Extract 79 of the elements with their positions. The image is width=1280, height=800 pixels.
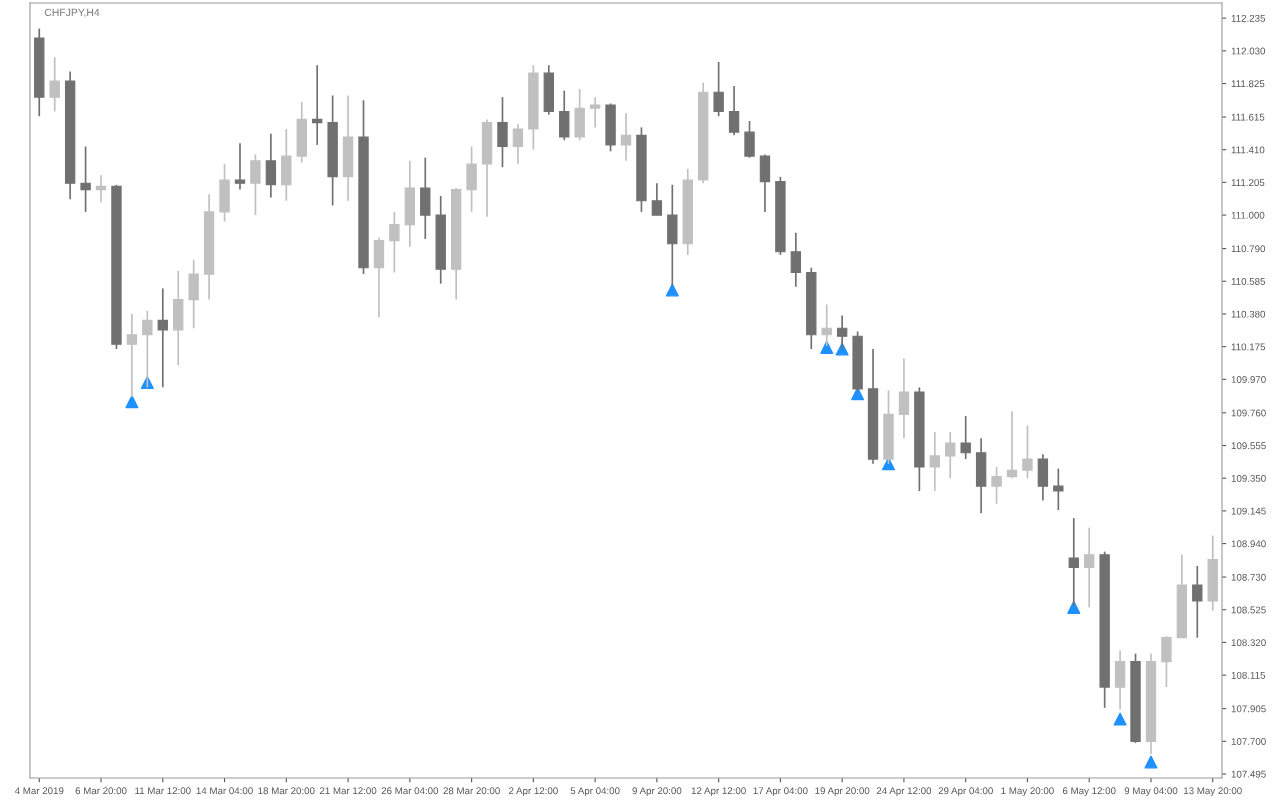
y-tick-label: 112.030 — [1231, 47, 1266, 55]
x-tick-label: 19 Apr 20:00 — [815, 787, 870, 797]
candlestick — [142, 309, 153, 389]
y-tick-label: 111.615 — [1231, 113, 1265, 121]
candlestick — [250, 153, 261, 216]
candlestick — [512, 123, 524, 165]
candlestick — [1192, 565, 1203, 639]
candlestick — [389, 211, 400, 274]
chart-title: CHFJPY,H4 — [44, 8, 100, 18]
y-tick-label: 108.730 — [1231, 573, 1266, 581]
x-tick-label: 13 May 20:00 — [1184, 787, 1242, 797]
candlestick — [80, 145, 91, 213]
candlestick — [265, 132, 277, 199]
candlestick — [497, 96, 508, 169]
y-tick-label: 107.700 — [1231, 738, 1266, 745]
x-tick-label: 28 Mar 20:00 — [443, 787, 500, 795]
candlestick — [1022, 424, 1033, 480]
x-tick-label: 24 Apr 12:00 — [876, 787, 932, 797]
x-tick-label: 11 Mar 12:00 — [135, 787, 191, 795]
x-tick-label: 4 Mar 2019 — [14, 787, 64, 795]
x-tick-label: 6 May 12:00 — [1062, 787, 1116, 797]
x-tick-label: 21 Mar 12:00 — [319, 787, 377, 795]
point — [125, 395, 139, 409]
candlestick — [589, 96, 601, 129]
y-tick-label: 110.790 — [1231, 245, 1266, 253]
candlestick — [945, 431, 956, 480]
x-tick-label: 2 Apr 12:00 — [508, 787, 558, 797]
y-tick-label: 109.760 — [1231, 409, 1266, 417]
y-tick-label: 108.525 — [1231, 606, 1266, 614]
point — [1113, 712, 1127, 726]
y-tick-label: 108.115 — [1231, 671, 1266, 679]
y-tick-label: 109.555 — [1231, 442, 1266, 450]
y-tick-label: 109.350 — [1231, 474, 1266, 482]
x-tick-label: 1 May 20:00 — [1001, 787, 1054, 797]
candlestick — [744, 120, 755, 159]
candlestick — [991, 466, 1002, 505]
y-tick-label: 111.205 — [1231, 179, 1265, 187]
x-tick-label: 5 Apr 04:00 — [570, 787, 620, 797]
candlestick — [1084, 526, 1095, 609]
point — [665, 283, 679, 297]
point — [1144, 755, 1158, 769]
candlestick — [1006, 410, 1018, 480]
x-tick-label: 26 Mar 04:00 — [381, 787, 439, 795]
y-tick-label: 110.380 — [1231, 310, 1266, 318]
y-tick-label: 108.320 — [1231, 639, 1266, 647]
y-tick-label: 110.175 — [1231, 343, 1266, 351]
x-tick-label: 14 Mar 04:00 — [196, 787, 253, 795]
candlestick — [49, 56, 60, 113]
candlestick — [898, 357, 910, 440]
x-tick-label: 29 Apr 04:00 — [938, 787, 993, 797]
candlestick — [620, 112, 632, 162]
y-tick-label: 111.000 — [1231, 211, 1265, 219]
candlestick — [651, 182, 663, 216]
x-tick-label: 6 Mar 20:00 — [75, 787, 127, 795]
candlestick — [312, 64, 323, 146]
x-tick-label: 9 Apr 20:00 — [632, 787, 682, 797]
candlestick — [929, 431, 940, 492]
candlestick — [234, 142, 246, 191]
y-tick-label: 109.970 — [1231, 376, 1266, 383]
y-tick-label: 110.585 — [1231, 278, 1266, 285]
candlestick — [157, 287, 168, 389]
candlestick — [790, 231, 802, 288]
candlestick — [960, 415, 971, 460]
candlestick — [728, 85, 740, 137]
x-tick-label: 18 Mar 20:00 — [258, 787, 315, 795]
candlestick — [1161, 635, 1172, 688]
x-tick-label: 12 Apr 12:00 — [691, 787, 746, 797]
candlestick — [95, 174, 107, 204]
candlestick — [1053, 467, 1064, 511]
y-tick-label: 108.940 — [1231, 540, 1266, 548]
x-tick-label: 9 May 04:00 — [1124, 787, 1178, 797]
y-tick-label: 112.235 — [1231, 14, 1266, 22]
y-tick-label: 107.495 — [1231, 770, 1266, 778]
candlestick — [713, 61, 724, 118]
y-tick-label: 111.825 — [1231, 80, 1265, 88]
x-tick-label: 17 Apr 04:00 — [753, 787, 808, 797]
y-tick-label: 107.905 — [1231, 705, 1266, 713]
y-tick-label: 111.410 — [1231, 146, 1265, 154]
y-tick-label: 109.145 — [1231, 507, 1266, 515]
